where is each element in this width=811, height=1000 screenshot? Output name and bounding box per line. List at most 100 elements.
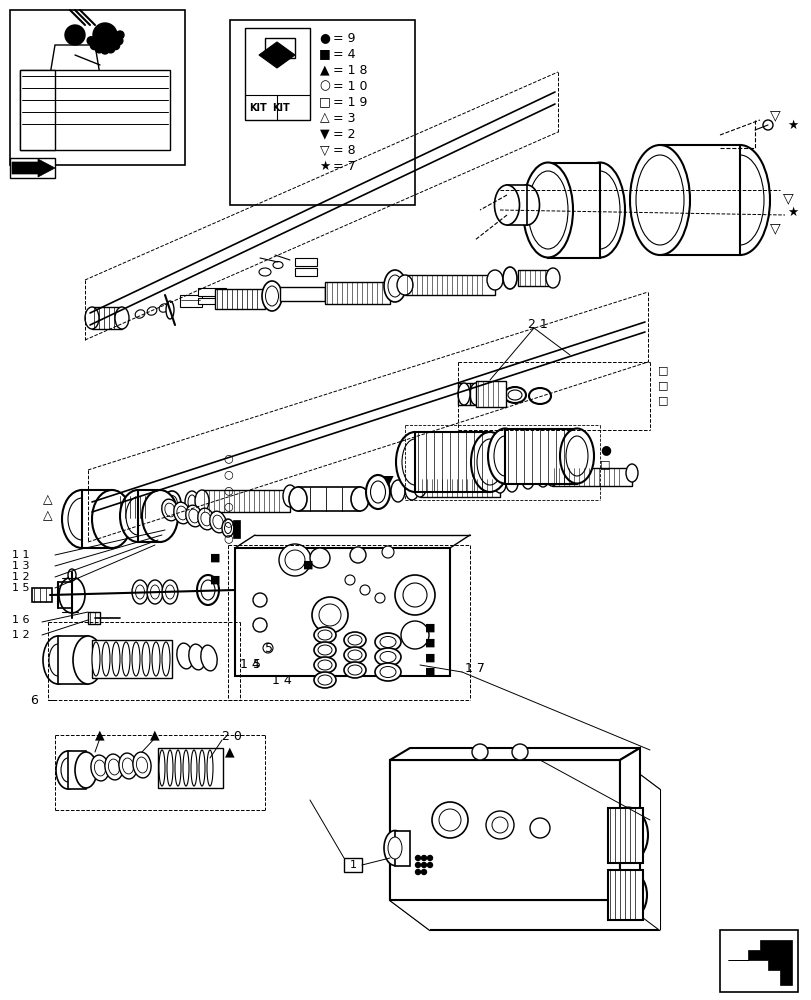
Text: = 1 8: = 1 8 [333,64,367,77]
Ellipse shape [133,752,151,778]
Text: ▼: ▼ [320,128,329,141]
Circle shape [101,46,109,54]
Ellipse shape [122,642,130,676]
Circle shape [431,802,467,838]
Text: = 7: = 7 [333,160,355,173]
Bar [68,751,86,789]
Text: 1 7: 1 7 [465,662,484,674]
Bar [215,289,264,309]
Text: ○: ○ [223,533,233,543]
Circle shape [762,120,772,130]
Ellipse shape [201,580,215,600]
Ellipse shape [318,645,332,655]
Ellipse shape [162,642,169,676]
Ellipse shape [375,648,401,666]
Bar [58,636,88,684]
Polygon shape [620,760,659,930]
Circle shape [421,869,426,874]
Ellipse shape [159,750,165,786]
Text: ○: ○ [223,517,233,527]
Ellipse shape [189,509,199,523]
Ellipse shape [115,307,129,329]
Ellipse shape [579,171,620,249]
Bar [10,10,185,165]
Ellipse shape [61,758,75,782]
Ellipse shape [348,650,362,660]
Ellipse shape [43,636,73,684]
Ellipse shape [375,663,401,681]
Ellipse shape [494,185,519,225]
Bar [158,748,223,788]
Ellipse shape [397,275,413,295]
Ellipse shape [709,145,769,255]
Ellipse shape [174,502,190,524]
Text: 1 3: 1 3 [12,561,29,571]
Text: ●: ● [599,444,610,456]
Circle shape [530,818,549,838]
Ellipse shape [318,630,332,640]
Ellipse shape [545,268,560,288]
Ellipse shape [135,585,144,599]
Circle shape [427,862,432,867]
Text: ○: ○ [320,80,330,93]
Ellipse shape [504,387,526,403]
Ellipse shape [221,519,234,537]
Ellipse shape [135,310,144,318]
Bar [280,287,324,301]
Ellipse shape [56,751,80,789]
Ellipse shape [147,307,157,315]
Text: ★: ★ [787,119,798,132]
Ellipse shape [112,642,120,676]
Ellipse shape [163,491,181,517]
Bar [92,498,108,523]
Ellipse shape [370,481,385,503]
Polygon shape [389,760,430,930]
Circle shape [394,575,435,615]
Bar [180,295,202,307]
Ellipse shape [384,270,406,302]
Ellipse shape [487,270,502,290]
Ellipse shape [314,627,336,643]
Bar [551,468,631,486]
Ellipse shape [414,479,426,497]
Text: ○: ○ [223,485,233,495]
Ellipse shape [314,642,336,658]
Text: □: □ [657,395,667,405]
Ellipse shape [493,475,505,493]
Ellipse shape [142,642,150,676]
Circle shape [285,550,305,570]
Text: 1 4: 1 4 [272,674,291,686]
Ellipse shape [150,585,159,599]
Ellipse shape [167,750,173,786]
Bar [230,20,414,205]
Text: ■: ■ [303,560,313,570]
Polygon shape [389,748,639,760]
Ellipse shape [401,439,427,485]
Text: ○: ○ [223,469,233,479]
Circle shape [279,544,311,576]
Text: 2 1: 2 1 [527,318,547,332]
Ellipse shape [318,675,332,685]
Polygon shape [389,760,659,790]
Ellipse shape [528,388,551,404]
Bar [504,429,577,484]
Ellipse shape [75,752,97,788]
Text: 1 5: 1 5 [12,583,29,593]
Bar [405,275,495,295]
Bar [92,307,122,329]
Text: 5: 5 [253,658,260,672]
Ellipse shape [102,642,109,676]
Ellipse shape [350,487,368,511]
Text: ▲: ▲ [150,728,160,742]
Circle shape [116,31,124,39]
Text: KIT: KIT [249,103,267,113]
Ellipse shape [200,645,217,671]
Ellipse shape [536,469,548,487]
Bar [82,490,112,548]
Bar [234,548,449,676]
Ellipse shape [348,635,362,645]
Text: ■: ■ [424,653,435,663]
Circle shape [253,593,267,607]
Ellipse shape [405,478,418,500]
Ellipse shape [265,286,278,306]
